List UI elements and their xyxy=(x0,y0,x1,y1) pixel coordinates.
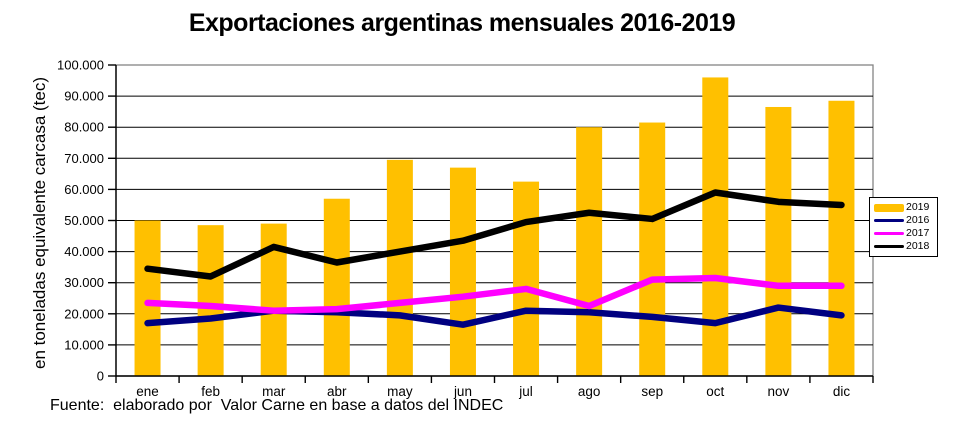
chart-title: Exportaciones argentinas mensuales 2016-… xyxy=(188,9,736,37)
legend-label: 2019 xyxy=(906,201,930,214)
bar-2019-feb xyxy=(197,225,224,376)
bar-2019-abr xyxy=(323,198,350,376)
y-tick-label: 30.000 xyxy=(64,275,104,290)
line-2017 xyxy=(144,274,845,314)
legend-item-2018: 2018 xyxy=(874,240,933,253)
bar-2019-jul xyxy=(513,181,540,376)
y-tick-label: 0 xyxy=(97,369,104,384)
x-tick-label: feb xyxy=(201,384,220,399)
legend-swatch-2019 xyxy=(874,203,904,212)
legend-item-2016: 2016 xyxy=(874,214,933,227)
x-tick-label: jul xyxy=(518,384,533,399)
bar-2019-ene xyxy=(134,220,161,376)
y-tick-label: 40.000 xyxy=(64,244,104,259)
source-note: Fuente: elaborado por Valor Carne en bas… xyxy=(50,397,504,414)
x-tick-label: oct xyxy=(706,384,724,399)
legend-swatch-2016 xyxy=(874,219,904,222)
bar-2019-dic xyxy=(828,100,855,376)
line-2018 xyxy=(144,189,845,280)
legend-item-2019: 2019 xyxy=(874,201,933,214)
legend-label: 2018 xyxy=(906,240,930,253)
y-tick-label: 80.000 xyxy=(64,120,104,135)
bar-2019-ago xyxy=(576,127,603,376)
y-tick-label: 90.000 xyxy=(64,89,104,104)
y-tick-label: 100.000 xyxy=(57,58,104,73)
legend-swatch-2017 xyxy=(874,232,904,235)
x-tick-label: ene xyxy=(136,384,159,399)
bar-2019-sep xyxy=(639,122,666,376)
x-tick-label: mar xyxy=(262,384,286,399)
legend-swatch-2018 xyxy=(874,245,904,248)
legend-item-2017: 2017 xyxy=(874,227,933,240)
x-tick-label: sep xyxy=(641,384,663,399)
x-tick-label: ago xyxy=(578,384,601,399)
y-tick-label: 20.000 xyxy=(64,306,104,321)
x-tick-label: nov xyxy=(767,384,789,399)
x-tick-label: abr xyxy=(327,384,347,399)
bar-2019-nov xyxy=(765,106,792,377)
y-tick-label: 70.000 xyxy=(64,151,104,166)
legend-box: 2019 2016 2017 2018 xyxy=(869,197,938,257)
y-tick-label: 60.000 xyxy=(64,182,104,197)
bar-2019-jun xyxy=(449,167,476,376)
y-tick-label: 50.000 xyxy=(64,213,104,228)
x-tick-label: may xyxy=(387,384,413,399)
legend-label: 2017 xyxy=(906,227,930,240)
bar-2019-may xyxy=(386,159,413,376)
x-tick-label: dic xyxy=(833,384,851,399)
x-tick-label: jun xyxy=(453,384,472,399)
legend-label: 2016 xyxy=(906,214,930,227)
bar-2019-oct xyxy=(702,77,729,376)
y-tick-label: 10.000 xyxy=(64,337,104,352)
